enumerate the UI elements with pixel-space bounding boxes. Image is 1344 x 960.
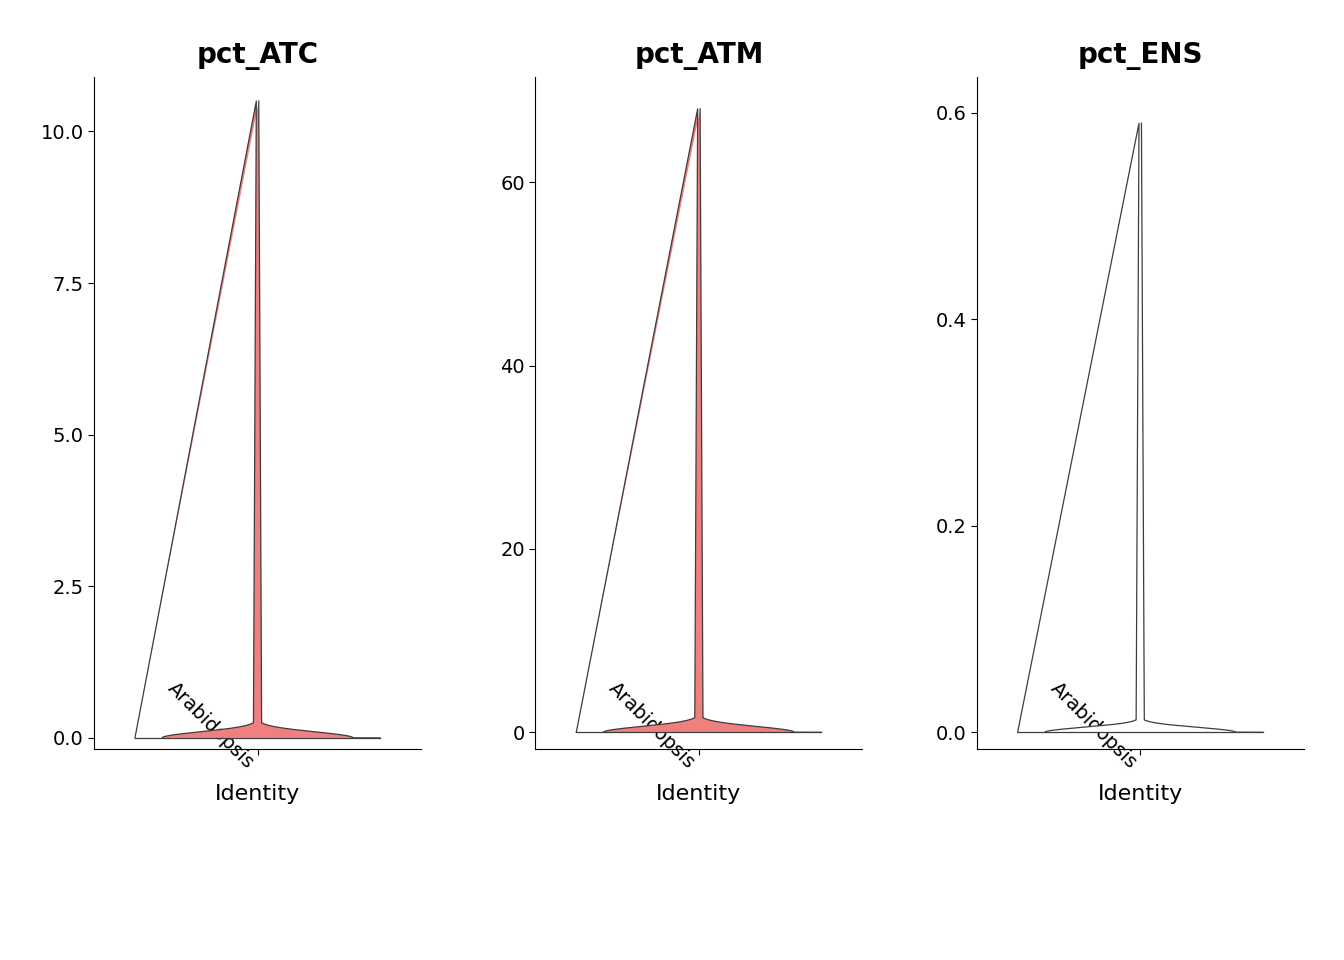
X-axis label: Identity: Identity [656,783,742,804]
X-axis label: Identity: Identity [1098,783,1183,804]
Polygon shape [134,101,380,738]
Title: pct_ATC: pct_ATC [196,42,319,70]
Polygon shape [577,108,821,732]
Title: pct_ATM: pct_ATM [634,42,763,70]
X-axis label: Identity: Identity [215,783,300,804]
Polygon shape [1017,123,1263,732]
Title: pct_ENS: pct_ENS [1078,42,1203,70]
